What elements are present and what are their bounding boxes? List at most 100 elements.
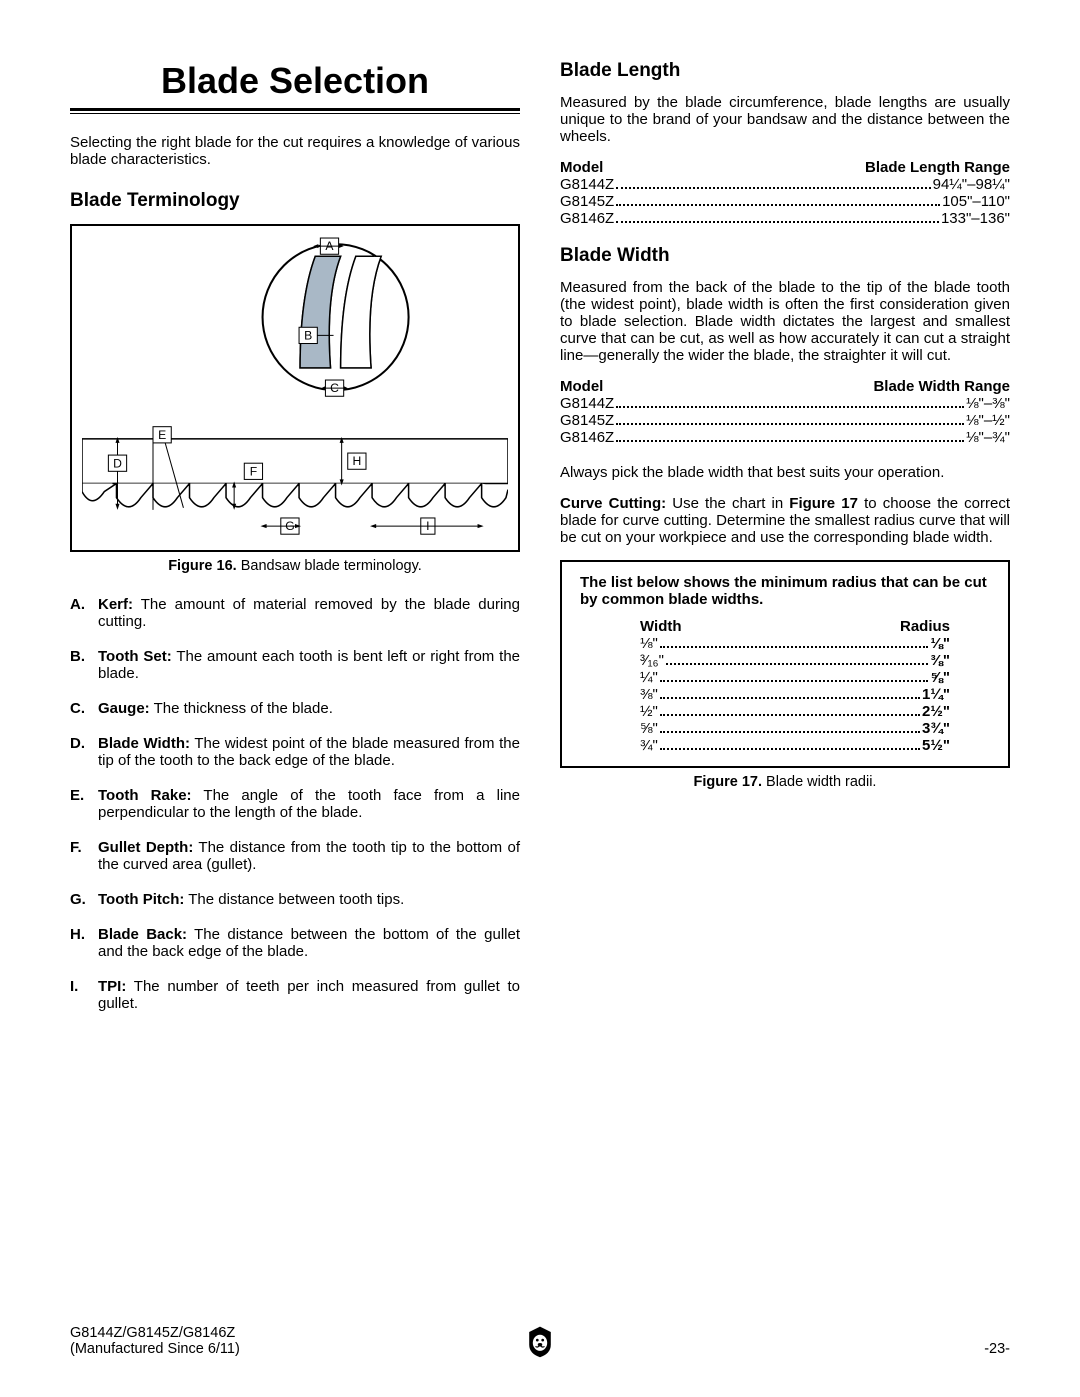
leader-dots [616, 440, 964, 442]
width-cell: ½" [640, 703, 658, 720]
col-radius: Radius [900, 618, 950, 635]
radius-row: ³⁄₁₆"⅜" [580, 652, 990, 669]
figure-16-label: Figure 16. [168, 558, 237, 574]
def-text: The number of teeth per inch measured fr… [98, 978, 520, 1012]
terminology-diagram-box: A B C [70, 224, 520, 552]
def-letter: F. [70, 839, 82, 856]
def-letter: B. [70, 648, 85, 665]
blade-length-table: Model Blade Length Range G8144Z94¼"–98¼"… [560, 159, 1010, 227]
curve-cutting-paragraph: Curve Cutting: Use the chart in Figure 1… [560, 495, 1010, 546]
page: Blade Selection Selecting the right blad… [0, 0, 1080, 1397]
def-item: G.Tooth Pitch: The distance between toot… [98, 891, 520, 908]
model-cell: G8145Z [560, 412, 614, 429]
footer-page-number: -23- [984, 1341, 1010, 1357]
footer-models: G8144Z/G8145Z/G8146Z [70, 1325, 240, 1341]
width-cell: ⅝" [640, 720, 658, 737]
range-cell: ⅛"–½" [966, 412, 1010, 429]
width-cell: ¼" [640, 669, 658, 686]
blade-length-heading: Blade Length [560, 60, 1010, 82]
radius-row: ¼" ⅝" [580, 669, 990, 686]
radius-cell: ⅜" [930, 652, 950, 669]
svg-text:E: E [158, 428, 166, 442]
curve-cutting-figref: Figure 17 [789, 495, 858, 512]
radius-chart-box: The list below shows the minimum radius … [560, 560, 1010, 768]
blade-width-paragraph: Measured from the back of the blade to t… [560, 279, 1010, 364]
def-item: D.Blade Width: The widest point of the b… [98, 735, 520, 769]
terminology-heading: Blade Terminology [70, 190, 520, 212]
footer-logo [522, 1323, 558, 1363]
range-cell: ⅛"–⅜" [966, 395, 1010, 412]
table-row: G8146Z⅛"–¾" [560, 429, 1010, 446]
col-width: Width [640, 618, 682, 635]
page-title: Blade Selection [70, 60, 520, 102]
range-cell: 133"–136" [941, 210, 1010, 227]
def-term: Gullet Depth: [98, 839, 193, 856]
title-rule-thick [70, 108, 520, 111]
terminology-diagram-svg: A B C [82, 236, 508, 540]
figure-17-text: Blade width radii. [762, 774, 876, 790]
def-letter: H. [70, 926, 85, 943]
model-cell: G8145Z [560, 193, 614, 210]
leader-dots [616, 423, 964, 425]
def-item: H.Blade Back: The distance between the b… [98, 926, 520, 960]
def-term: Tooth Pitch: [98, 891, 184, 908]
table-header: Model Blade Length Range [560, 159, 1010, 176]
radius-cell: ⅝" [930, 669, 950, 686]
bear-logo-icon [522, 1323, 558, 1359]
two-column-layout: Blade Selection Selecting the right blad… [70, 60, 1010, 1030]
leader-dots [660, 714, 920, 716]
figure-17-caption: Figure 17. Blade width radii. [560, 774, 1010, 790]
leader-dots [616, 406, 964, 408]
table-row: G8145Z ⅛"–½" [560, 412, 1010, 429]
def-letter: I. [70, 978, 78, 995]
def-letter: A. [70, 596, 85, 613]
leader-dots [660, 646, 929, 648]
definition-list: A.Kerf: The amount of material removed b… [70, 596, 520, 1012]
leader-dots [616, 204, 940, 206]
blade-length-paragraph: Measured by the blade circumference, bla… [560, 94, 1010, 145]
table-row: G8145Z 105"–110" [560, 193, 1010, 210]
def-item: E.Tooth Rake: The angle of the tooth fac… [98, 787, 520, 821]
radius-row: ½" 2½" [580, 703, 990, 720]
blade-width-paragraph-2: Always pick the blade width that best su… [560, 464, 1010, 481]
radius-row: ¾"5½" [580, 737, 990, 754]
def-item: A.Kerf: The amount of material removed b… [98, 596, 520, 630]
col-model: Model [560, 159, 603, 176]
leader-dots [666, 663, 928, 665]
def-item: I.TPI: The number of teeth per inch meas… [98, 978, 520, 1012]
def-term: Kerf: [98, 596, 133, 613]
leader-dots [616, 221, 939, 223]
col-model: Model [560, 378, 603, 395]
figure-16-caption: Figure 16. Bandsaw blade terminology. [70, 558, 520, 574]
def-item: C.Gauge: The thickness of the blade. [98, 700, 520, 717]
range-cell: 105"–110" [942, 193, 1010, 210]
curve-cutting-text: Use the chart in [666, 495, 789, 512]
page-footer: G8144Z/G8145Z/G8146Z (Manufactured Since… [70, 1325, 1010, 1357]
leader-dots [660, 697, 920, 699]
radius-cell: 2½" [922, 703, 950, 720]
radius-row: ⅛" ⅛" [580, 635, 990, 652]
def-item: F.Gullet Depth: The distance from the to… [98, 839, 520, 873]
table-row: G8144Z94¼"–98¼" [560, 176, 1010, 193]
blade-width-heading: Blade Width [560, 245, 1010, 267]
intro-paragraph: Selecting the right blade for the cut re… [70, 134, 520, 168]
leader-dots [660, 731, 920, 733]
leader-dots [660, 748, 920, 750]
footer-left: G8144Z/G8145Z/G8146Z (Manufactured Since… [70, 1325, 240, 1357]
blade-strip [82, 439, 508, 507]
svg-text:H: H [352, 454, 361, 468]
blade-width-table: Model Blade Width Range G8144Z⅛"–⅜" G814… [560, 378, 1010, 446]
def-term: Blade Width: [98, 735, 190, 752]
left-column: Blade Selection Selecting the right blad… [70, 60, 520, 1030]
radius-row: ⅝"3¾" [580, 720, 990, 737]
footer-manufactured: (Manufactured Since 6/11) [70, 1341, 240, 1357]
model-cell: G8146Z [560, 210, 614, 227]
svg-text:D: D [113, 456, 122, 470]
width-cell: ⅛" [640, 635, 658, 652]
leader-dots [660, 680, 929, 682]
curve-cutting-label: Curve Cutting: [560, 495, 666, 512]
range-cell: 94¼"–98¼" [933, 176, 1010, 193]
radius-cell: ⅛" [930, 635, 950, 652]
def-term: TPI: [98, 978, 126, 995]
figure-17-label: Figure 17. [694, 774, 763, 790]
